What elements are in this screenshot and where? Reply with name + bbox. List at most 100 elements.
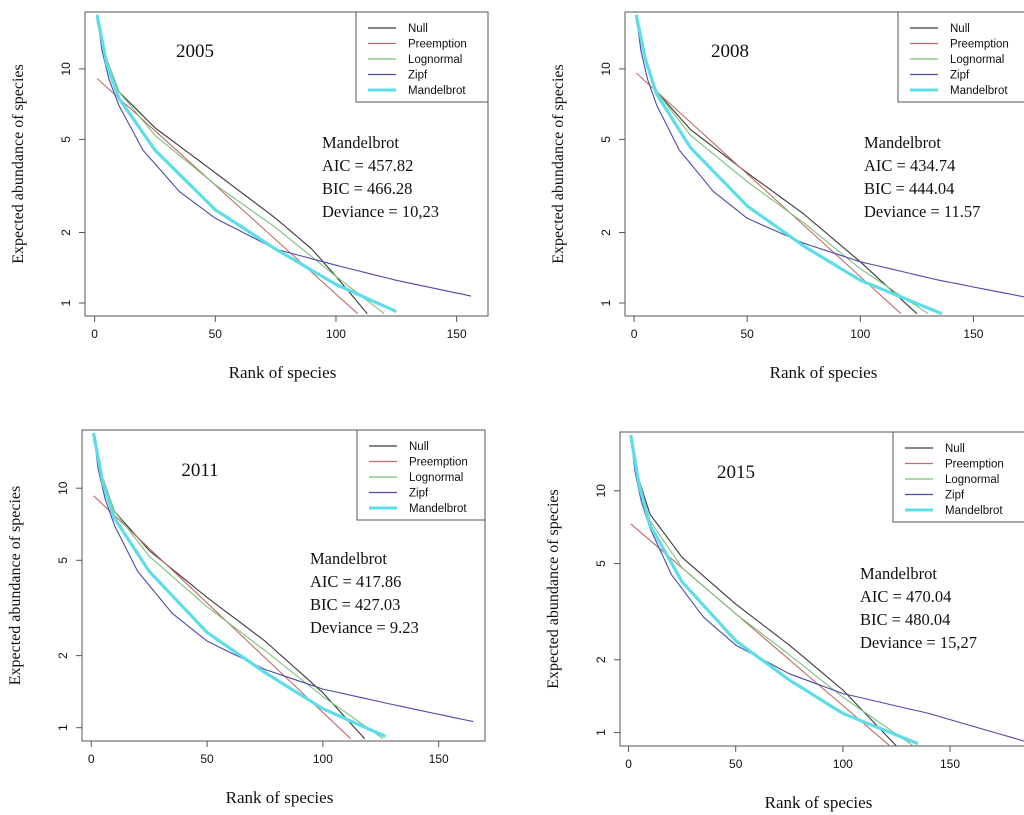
chart-title: 2005: [176, 41, 214, 62]
stats-annotation: AIC = 457.82: [322, 156, 413, 175]
y-axis-label: Expected abundance of species: [7, 486, 24, 685]
series-line-null: [630, 441, 897, 746]
stats-annotation: Deviance = 9.23: [310, 618, 419, 637]
legend-label: Mandelbrot: [950, 85, 1008, 97]
chart-title: 2008: [711, 41, 749, 62]
y-tick-label: 2: [59, 229, 73, 236]
y-tick-label: 10: [594, 484, 608, 498]
series-line-preemption: [630, 523, 891, 746]
series-line-lognormal: [96, 14, 385, 315]
series-line-zipf: [93, 432, 474, 723]
legend-label: Lognormal: [408, 54, 462, 66]
series-line-mandelbrot: [634, 14, 943, 316]
chart-title: 2011: [181, 460, 218, 481]
y-tick-label: 5: [594, 560, 608, 567]
series-line-lognormal: [93, 432, 384, 740]
legend-label: Lognormal: [950, 54, 1004, 66]
x-tick-label: 150: [447, 327, 467, 341]
x-tick-label: 0: [88, 752, 95, 766]
stats-annotation: Mandelbrot: [860, 564, 937, 583]
x-axis-label: Rank of species: [229, 363, 337, 382]
x-tick-label: 150: [940, 757, 960, 771]
y-axis-label: Expected abundance of species: [10, 64, 27, 263]
series-line-mandelbrot: [95, 14, 397, 313]
x-tick-label: 150: [429, 752, 449, 766]
stats-annotation: Deviance = 11.57: [864, 202, 980, 221]
y-tick-label: 2: [56, 652, 70, 659]
x-tick-label: 150: [963, 327, 983, 341]
y-axis-label: Expected abundance of species: [550, 64, 567, 263]
series-line-mandelbrot: [92, 432, 387, 738]
legend-label: Preemption: [950, 39, 1009, 51]
legend-label: Preemption: [945, 459, 1004, 471]
legend: Null Preemption Lognormal Zipf Mandelbrot: [897, 11, 1024, 103]
series-group: [92, 432, 474, 740]
x-tick-label: 50: [200, 752, 214, 766]
legend-label: Zipf: [409, 488, 429, 500]
legend: Null Preemption Lognormal Zipf Mandelbrot: [892, 431, 1024, 523]
x-tick-label: 0: [91, 327, 98, 341]
legend-label: Mandelbrot: [408, 85, 466, 97]
stats-annotation: BIC = 444.04: [864, 179, 954, 198]
stats-annotation: AIC = 470.04: [860, 587, 951, 606]
y-tick-label: 5: [599, 136, 613, 143]
chart-panel-2011: 0 50 100 150 1 2 5 10 Rank of species Expected ab…: [7, 429, 486, 807]
x-axis-label: Rank of species: [226, 788, 334, 807]
legend-label: Zipf: [950, 70, 970, 82]
stats-annotation: Deviance = 10,23: [322, 202, 439, 221]
legend: Null Preemption Lognormal Zipf Mandelbrot: [356, 429, 486, 521]
legend-label: Null: [950, 23, 970, 35]
series-group: [95, 14, 472, 315]
stats-annotation: Deviance = 15,27: [860, 633, 977, 652]
stats-annotation: AIC = 434.74: [864, 156, 955, 175]
series-line-zipf: [96, 14, 472, 297]
y-tick-label: 5: [59, 136, 73, 143]
y-axis-label: Expected abundance of species: [545, 489, 562, 688]
series-line-preemption: [635, 72, 902, 315]
legend-label: Zipf: [408, 70, 428, 82]
y-tick-label: 1: [59, 299, 73, 306]
legend-label: Preemption: [408, 39, 467, 51]
stats-annotation: BIC = 466.28: [322, 179, 412, 198]
legend-label: Null: [408, 23, 428, 35]
legend-box: [355, 11, 489, 103]
chart-panel-2015: 0 50 100 150 1 2 5 10 Rank of species Expected ab…: [545, 431, 1024, 812]
x-tick-label: 100: [833, 757, 853, 771]
chart-title: 2015: [717, 462, 755, 483]
legend-label: Preemption: [409, 457, 468, 469]
stats-annotation: Mandelbrot: [864, 133, 941, 152]
plot-frame: [624, 11, 1024, 317]
series-group: [634, 14, 1024, 316]
legend-box: [897, 11, 1024, 103]
legend-label: Zipf: [945, 490, 965, 502]
x-axis-label: Rank of species: [765, 793, 873, 812]
legend-box: [356, 429, 486, 521]
y-tick-label: 10: [56, 481, 70, 495]
x-tick-label: 50: [729, 757, 743, 771]
series-line-zipf: [635, 14, 1024, 298]
series-group: [629, 434, 1024, 746]
x-tick-label: 50: [209, 327, 223, 341]
x-tick-label: 100: [326, 327, 346, 341]
y-tick-label: 10: [59, 62, 73, 76]
plot-frame: [81, 429, 486, 742]
series-line-mandelbrot: [629, 434, 919, 746]
legend-label: Mandelbrot: [409, 503, 467, 515]
x-tick-label: 0: [631, 327, 638, 341]
y-tick-label: 2: [594, 656, 608, 663]
y-tick-label: 1: [56, 724, 70, 731]
series-line-preemption: [96, 78, 359, 315]
plot-frame: [619, 431, 1024, 747]
stats-annotation: Mandelbrot: [322, 133, 399, 152]
y-tick-label: 1: [599, 299, 613, 306]
legend-box: [892, 431, 1024, 523]
y-tick-label: 10: [599, 62, 613, 76]
y-tick-label: 2: [599, 229, 613, 236]
legend: Null Preemption Lognormal Zipf Mandelbrot: [355, 11, 489, 103]
legend-label: Null: [409, 441, 429, 453]
y-tick-label: 1: [594, 729, 608, 736]
x-tick-label: 0: [625, 757, 632, 771]
stats-annotation: BIC = 480.04: [860, 610, 950, 629]
legend-label: Lognormal: [409, 472, 463, 484]
